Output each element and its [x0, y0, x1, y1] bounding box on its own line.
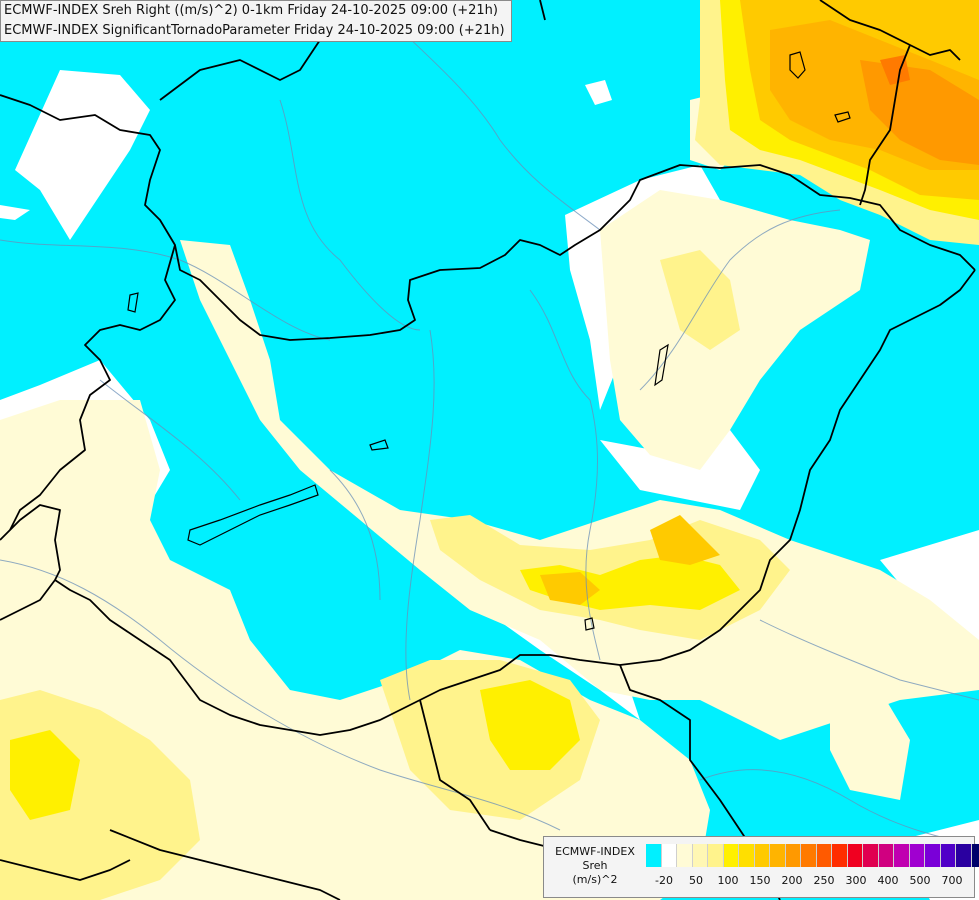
northeast-high-values [695, 0, 979, 245]
legend-swatch [847, 844, 863, 867]
title-line-sreh: ECMWF-INDEX Sreh Right ((m/s)^2) 0-1km F… [4, 3, 498, 18]
legend-swatch [971, 844, 979, 867]
legend-tick-label: 400 [877, 874, 899, 887]
lakes [127, 51, 851, 631]
legend-tick-label: 300 [845, 874, 867, 887]
legend-label: ECMWF-INDEX Sreh (m/s)^2 [546, 845, 644, 887]
legend-swatch [646, 844, 662, 867]
legend-tick-label: 500 [909, 874, 931, 887]
legend-tick-label: 100 [717, 874, 739, 887]
legend-ticks: -20 50 100 150 200 250 300 400 500 700 [644, 874, 970, 890]
legend-tick-label: 50 [689, 874, 703, 887]
legend-tick-label: 250 [813, 874, 835, 887]
yellow-regions [10, 555, 740, 820]
legend-swatch [909, 844, 925, 867]
legend-title: ECMWF-INDEX [555, 845, 635, 858]
legend-swatch [878, 844, 894, 867]
rivers [0, 9, 979, 846]
legend-tick-label: -20 [655, 874, 673, 887]
legend-swatch [677, 844, 693, 867]
legend-swatch [894, 844, 910, 867]
gold-regions [540, 515, 720, 605]
map-title-box: ECMWF-INDEX Sreh Right ((m/s)^2) 0-1km F… [0, 0, 512, 42]
legend-tick-label: 150 [749, 874, 771, 887]
legend-swatch [801, 844, 817, 867]
legend-swatch [692, 844, 708, 867]
legend-swatch [940, 844, 956, 867]
legend-swatch [661, 844, 677, 867]
legend-swatch [708, 844, 724, 867]
legend-swatch [754, 844, 770, 867]
legend-tick-label: 200 [781, 874, 803, 887]
legend-swatch [816, 844, 832, 867]
legend-swatch [956, 844, 972, 867]
legend-swatch [785, 844, 801, 867]
legend-swatch [863, 844, 879, 867]
legend-color-scale [646, 844, 979, 867]
legend-unit: (m/s)^2 [572, 873, 618, 886]
title-line-stp: ECMWF-INDEX SignificantTornadoParameter … [4, 23, 505, 38]
legend-swatch [925, 844, 941, 867]
legend-swatch [723, 844, 739, 867]
legend-tick-label: 700 [941, 874, 963, 887]
legend-variable: Sreh [582, 859, 608, 872]
legend-swatch [832, 844, 848, 867]
legend-swatch [770, 844, 786, 867]
legend-swatch [739, 844, 755, 867]
color-legend: ECMWF-INDEX Sreh (m/s)^2 -20 50 100 150 200 2… [543, 836, 979, 898]
